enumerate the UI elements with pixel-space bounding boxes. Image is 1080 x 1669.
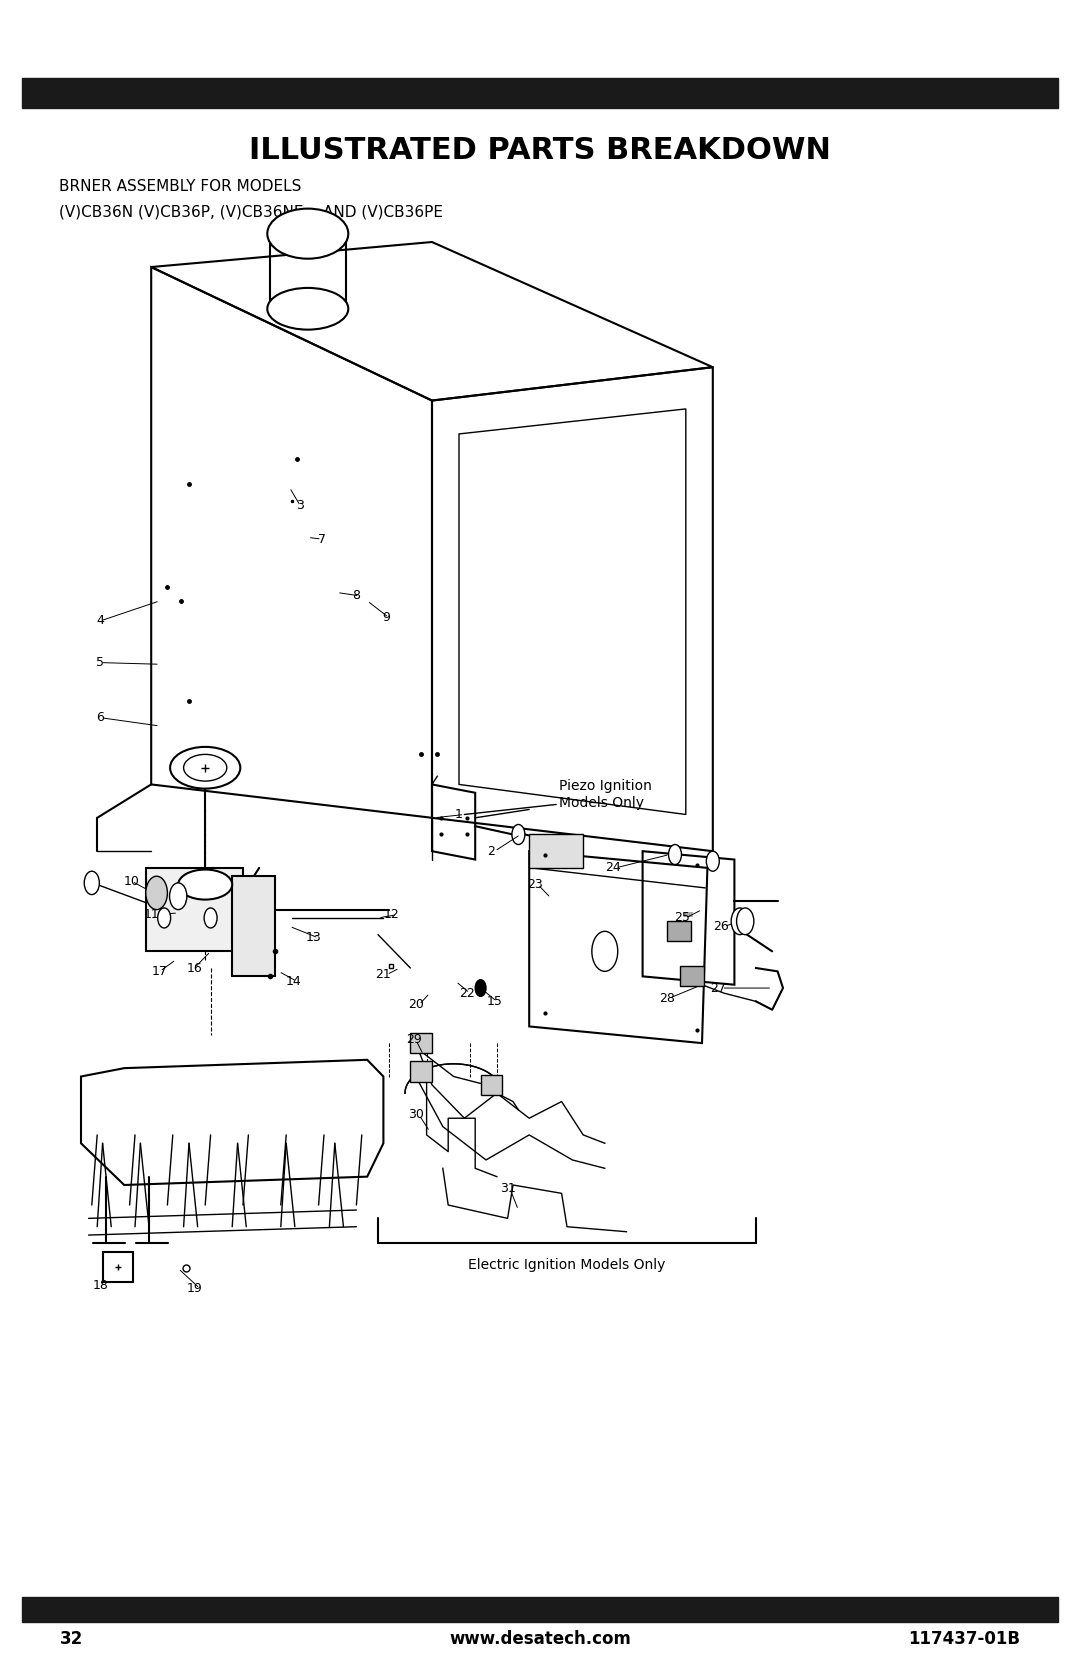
Text: 28: 28 (660, 991, 675, 1005)
Text: 19: 19 (187, 1282, 202, 1295)
Text: 4: 4 (96, 614, 105, 628)
Text: 31: 31 (500, 1182, 515, 1195)
Bar (667, 921, 691, 941)
Text: 11: 11 (144, 908, 159, 921)
Text: Electric Ignition Models Only: Electric Ignition Models Only (469, 1258, 665, 1272)
Ellipse shape (512, 824, 525, 845)
Text: 10: 10 (124, 875, 139, 888)
Text: 13: 13 (306, 931, 321, 945)
Text: 21: 21 (376, 968, 391, 981)
FancyBboxPatch shape (529, 834, 583, 868)
Text: 18: 18 (93, 1278, 108, 1292)
Text: 14: 14 (286, 975, 301, 988)
Circle shape (737, 908, 754, 935)
Text: BRNER ASSEMBLY FOR MODELS: BRNER ASSEMBLY FOR MODELS (59, 180, 301, 194)
FancyBboxPatch shape (146, 868, 243, 951)
Text: Piezo Ignition
Models Only: Piezo Ignition Models Only (559, 779, 652, 809)
Text: 1: 1 (455, 808, 463, 821)
Bar (22, 78, 1058, 108)
Text: 17: 17 (152, 965, 167, 978)
Text: 27: 27 (711, 981, 726, 995)
Text: ILLUSTRATED PARTS BREAKDOWN: ILLUSTRATED PARTS BREAKDOWN (249, 135, 831, 165)
Ellipse shape (267, 209, 348, 259)
Text: 117437-01B: 117437-01B (908, 1631, 1021, 1647)
Ellipse shape (171, 748, 240, 788)
Circle shape (204, 908, 217, 928)
Circle shape (170, 883, 187, 910)
Text: 30: 30 (408, 1108, 423, 1122)
Ellipse shape (178, 870, 232, 900)
Text: 9: 9 (382, 611, 391, 624)
Bar (22, 1597, 1058, 1622)
Text: IIIII: IIIII (683, 911, 693, 918)
Bar (103, 1252, 133, 1282)
Text: 23: 23 (527, 878, 542, 891)
Text: 15: 15 (487, 995, 502, 1008)
Circle shape (731, 908, 748, 935)
Text: 22: 22 (459, 986, 474, 1000)
Circle shape (158, 908, 171, 928)
Bar (232, 876, 275, 976)
Text: 3: 3 (296, 499, 305, 512)
Text: 16: 16 (187, 961, 202, 975)
Bar (680, 966, 704, 986)
Text: 5: 5 (96, 656, 105, 669)
Circle shape (706, 851, 719, 871)
Circle shape (475, 980, 486, 996)
Text: 7: 7 (318, 532, 326, 546)
Bar (410, 1033, 432, 1053)
Text: 20: 20 (408, 998, 423, 1011)
Circle shape (592, 931, 618, 971)
Text: 26: 26 (714, 920, 729, 933)
Text: (V)CB36N (V)CB36P, (V)CB36NE    AND (V)CB36PE: (V)CB36N (V)CB36P, (V)CB36NE AND (V)CB36… (59, 205, 444, 219)
Text: 24: 24 (606, 861, 621, 875)
Ellipse shape (184, 754, 227, 781)
Text: www.desatech.com: www.desatech.com (449, 1631, 631, 1647)
Text: 32: 32 (59, 1631, 83, 1647)
Text: 8: 8 (352, 589, 361, 603)
Text: 6: 6 (96, 711, 105, 724)
Text: 12: 12 (384, 908, 400, 921)
Bar (481, 1075, 502, 1095)
Circle shape (84, 871, 99, 895)
Text: 25: 25 (675, 911, 690, 925)
Text: 29: 29 (406, 1033, 421, 1046)
Circle shape (146, 876, 167, 910)
Text: 2: 2 (487, 845, 496, 858)
Ellipse shape (267, 289, 348, 330)
Bar (410, 1061, 432, 1082)
Circle shape (669, 845, 681, 865)
